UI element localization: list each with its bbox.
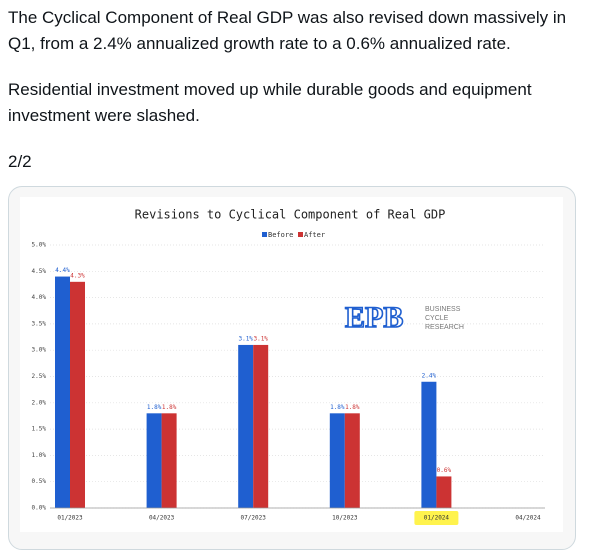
legend-swatch — [262, 232, 267, 237]
y-tick-label: 4.0% — [32, 294, 47, 301]
value-label: 1.8% — [345, 404, 360, 411]
bar — [344, 413, 360, 508]
y-tick-label: 1.5% — [32, 426, 47, 433]
x-tick-label: 04/2023 — [149, 515, 175, 522]
post-text: The Cyclical Component of Real GDP was a… — [8, 8, 567, 53]
y-tick-label: 2.0% — [32, 399, 47, 406]
y-tick-label: 3.5% — [32, 320, 47, 327]
value-label: 3.1% — [238, 335, 253, 342]
y-tick-label: 2.5% — [32, 373, 47, 380]
value-label: 1.8% — [330, 404, 345, 411]
value-label: 1.8% — [162, 404, 177, 411]
value-label: 4.4% — [55, 267, 70, 274]
post-text: Residential investment moved up while du… — [8, 80, 532, 125]
y-tick-label: 0.0% — [32, 505, 47, 512]
logo-text: BUSINESS — [425, 306, 461, 313]
y-tick-label: 5.0% — [32, 242, 47, 249]
logo-text: CYCLE — [425, 315, 449, 322]
logo-mark: EPB — [345, 301, 403, 334]
y-tick-label: 1.0% — [32, 452, 47, 459]
bar — [329, 413, 345, 508]
value-label: 2.4% — [422, 372, 437, 379]
bar — [238, 344, 254, 508]
y-tick-label: 3.0% — [32, 347, 47, 354]
bar — [253, 344, 269, 508]
chart-background — [20, 197, 563, 532]
legend-label: After — [304, 231, 325, 239]
value-label: 3.1% — [253, 335, 268, 342]
y-tick-label: 4.5% — [32, 268, 47, 275]
post-counter: 2/2 — [8, 152, 32, 171]
bar — [70, 281, 85, 508]
legend-swatch — [298, 232, 303, 237]
legend-label: Before — [268, 231, 293, 239]
x-tick-label: 01/2023 — [57, 515, 83, 522]
x-tick-label: 04/2024 — [515, 515, 541, 522]
highlight — [414, 511, 459, 525]
value-label: 4.3% — [70, 272, 85, 279]
x-tick-label: 10/2023 — [332, 515, 358, 522]
bar — [436, 476, 452, 508]
bar — [55, 276, 70, 508]
x-tick-label: 07/2023 — [241, 515, 267, 522]
logo-text: RESEARCH — [425, 324, 464, 331]
x-tick-label: 01/2024 — [424, 515, 450, 522]
bar — [421, 381, 437, 508]
value-label: 1.8% — [147, 404, 162, 411]
chart-title: Revisions to Cyclical Component of Real … — [135, 208, 446, 222]
y-tick-label: 0.5% — [32, 478, 47, 485]
value-label: 0.6% — [437, 467, 452, 474]
bar — [161, 413, 177, 508]
bar — [146, 413, 162, 508]
